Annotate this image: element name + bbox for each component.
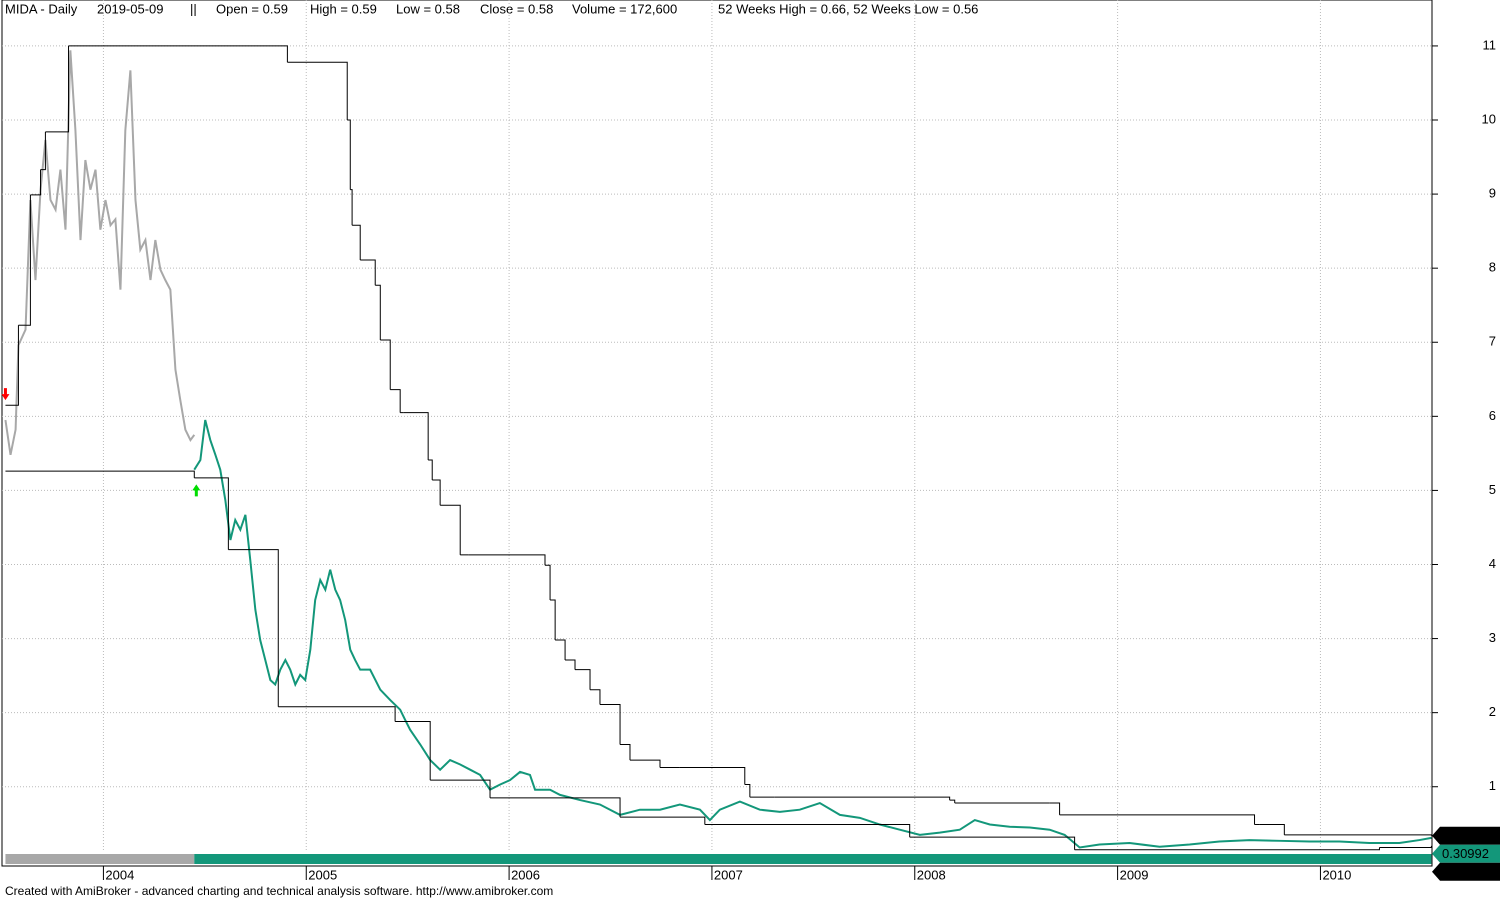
stop-line-step — [68, 45, 288, 63]
stop-line-step — [360, 259, 376, 286]
y-tick-label: 11 — [1483, 37, 1497, 52]
stop-line-step — [575, 669, 591, 690]
stop-line-step — [550, 599, 556, 641]
header-item: Volume = 172,600 — [572, 1, 677, 16]
x-tick-label: 2009 — [1120, 867, 1149, 882]
stop-line-step — [428, 459, 433, 481]
stop-line-step — [620, 744, 631, 761]
x-tick-label: 2007 — [714, 867, 743, 882]
price-line — [4, 50, 196, 456]
x-tick-label: 2006 — [511, 867, 540, 882]
header-item: Open = 0.59 — [216, 1, 288, 16]
stop-line-step — [744, 784, 751, 798]
x-tick-label: 2008 — [917, 867, 946, 882]
stop-line-step — [599, 704, 621, 745]
stop-line-step — [909, 836, 1076, 850]
stop-line-step — [468, 554, 546, 566]
x-tick-label: 2010 — [1322, 867, 1351, 882]
stop-line-step — [1059, 814, 1256, 825]
stop-line-step — [490, 797, 621, 818]
y-tick-label: 9 — [1489, 186, 1496, 201]
end-label-box — [1432, 826, 1500, 845]
y-tick-label: 10 — [1482, 111, 1496, 126]
stop-line-step — [774, 796, 951, 801]
end-label: 0.30992 — [1442, 846, 1489, 861]
x-tick-label: 2005 — [308, 867, 337, 882]
header-item: 52 Weeks High = 0.66, 52 Weeks Low = 0.5… — [718, 1, 978, 16]
stop-line-step — [620, 816, 706, 825]
stop-line-step — [278, 706, 396, 722]
stop-line-step — [590, 689, 601, 705]
stop-line-step — [629, 759, 661, 768]
stop-line-step — [40, 131, 46, 171]
stop-line-step — [287, 61, 348, 121]
stop-line-step — [5, 470, 195, 478]
end-label: 0.33885 — [1442, 828, 1489, 843]
stop-line-step — [544, 564, 551, 601]
header-item: Close = 0.58 — [480, 1, 553, 16]
footer: Created with AmiBroker - advanced charti… — [5, 884, 553, 898]
stop-line-step — [5, 325, 19, 406]
stop-line-step — [45, 45, 70, 133]
ribbon — [5, 854, 195, 864]
stop-line-step — [403, 412, 429, 461]
stop-line-step — [352, 224, 361, 261]
y-tick-label: 2 — [1489, 704, 1496, 719]
y-tick-label: 3 — [1489, 630, 1496, 645]
stop-line-step — [440, 504, 461, 555]
y-tick-label: 4 — [1489, 556, 1496, 571]
header-item: High = 0.59 — [310, 1, 377, 16]
stop-line-step — [395, 721, 431, 781]
header-item: || — [190, 1, 197, 16]
stop-line-step — [679, 766, 746, 785]
header-item: Low = 0.58 — [396, 1, 460, 16]
stop-line-step — [430, 779, 491, 798]
stop-line-step — [949, 799, 956, 804]
x-tick-label: 2004 — [105, 867, 134, 882]
signal-arrow — [1, 388, 10, 401]
end-label: 0.20248 — [1442, 864, 1489, 879]
stop-line-step — [1379, 845, 1432, 848]
stop-line-step — [194, 477, 229, 550]
y-tick-label: 8 — [1489, 260, 1496, 275]
stop-line-step — [380, 339, 391, 390]
stop-line-step — [350, 189, 353, 226]
stop-line-step — [30, 169, 42, 196]
ribbon — [194, 854, 1432, 864]
stop-line-step — [1259, 824, 1285, 835]
price-line — [193, 419, 1432, 849]
stop-line-step — [565, 659, 576, 670]
end-label-box — [1432, 844, 1500, 863]
stop-line-step — [347, 119, 351, 190]
stop-line-step — [375, 284, 381, 341]
y-tick-label: 6 — [1489, 408, 1496, 423]
y-tick-label: 1 — [1489, 778, 1496, 793]
stop-line-step — [1284, 834, 1432, 836]
header-item: MIDA - Daily — [5, 1, 78, 16]
stop-line-step — [432, 479, 441, 506]
stop-line-step — [390, 389, 401, 413]
stop-line-step — [704, 824, 911, 838]
stop-line-step — [1049, 802, 1061, 815]
stop-line-step — [1074, 847, 1380, 851]
y-tick-label: 5 — [1489, 482, 1496, 497]
plot-frame — [1, 0, 1433, 867]
signal-arrow — [192, 484, 201, 497]
stop-line-step — [555, 639, 566, 661]
end-label-box — [1432, 862, 1500, 881]
header-item: 2019-05-09 — [97, 1, 164, 16]
y-tick-label: 7 — [1489, 334, 1496, 349]
stop-line-step — [228, 549, 279, 707]
stop-line-step — [25, 194, 31, 326]
